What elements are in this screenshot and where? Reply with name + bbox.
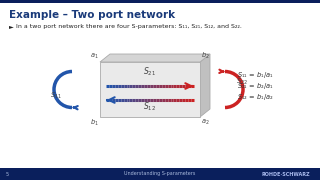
- Text: ►: ►: [9, 24, 14, 29]
- Polygon shape: [100, 54, 210, 62]
- Polygon shape: [200, 54, 210, 117]
- Text: $S₁₂$ = $b₁/a₂$: $S₁₂$ = $b₁/a₂$: [237, 92, 274, 102]
- Text: $S_{12}$: $S_{12}$: [143, 101, 156, 113]
- FancyBboxPatch shape: [100, 62, 200, 117]
- Text: $S₁₁$ = $b₁/a₁$: $S₁₁$ = $b₁/a₁$: [237, 70, 274, 80]
- Text: $S_{11}$: $S_{11}$: [50, 90, 62, 101]
- Text: 5: 5: [6, 172, 9, 177]
- Text: Example – Two port network: Example – Two port network: [9, 10, 175, 20]
- Text: $S₂₁$ = $b₂/a₁$: $S₂₁$ = $b₂/a₁$: [237, 81, 274, 91]
- Text: $S_{21}$: $S_{21}$: [143, 66, 156, 78]
- Text: $b_2$: $b_2$: [201, 51, 210, 61]
- Text: $a_2$: $a_2$: [201, 118, 210, 127]
- Text: $b_1$: $b_1$: [90, 118, 99, 128]
- Text: $S_{22}$: $S_{22}$: [236, 76, 248, 87]
- FancyBboxPatch shape: [0, 0, 320, 3]
- Text: In a two port network there are four S-parameters: S₁₁, S₂₁, S₁₂, and S₂₂.: In a two port network there are four S-p…: [16, 24, 242, 29]
- FancyBboxPatch shape: [0, 168, 320, 180]
- Text: ROHDE·SCHWARZ: ROHDE·SCHWARZ: [261, 172, 310, 177]
- Text: $a_1$: $a_1$: [90, 52, 99, 61]
- Text: Understanding S-parameters: Understanding S-parameters: [124, 172, 196, 177]
